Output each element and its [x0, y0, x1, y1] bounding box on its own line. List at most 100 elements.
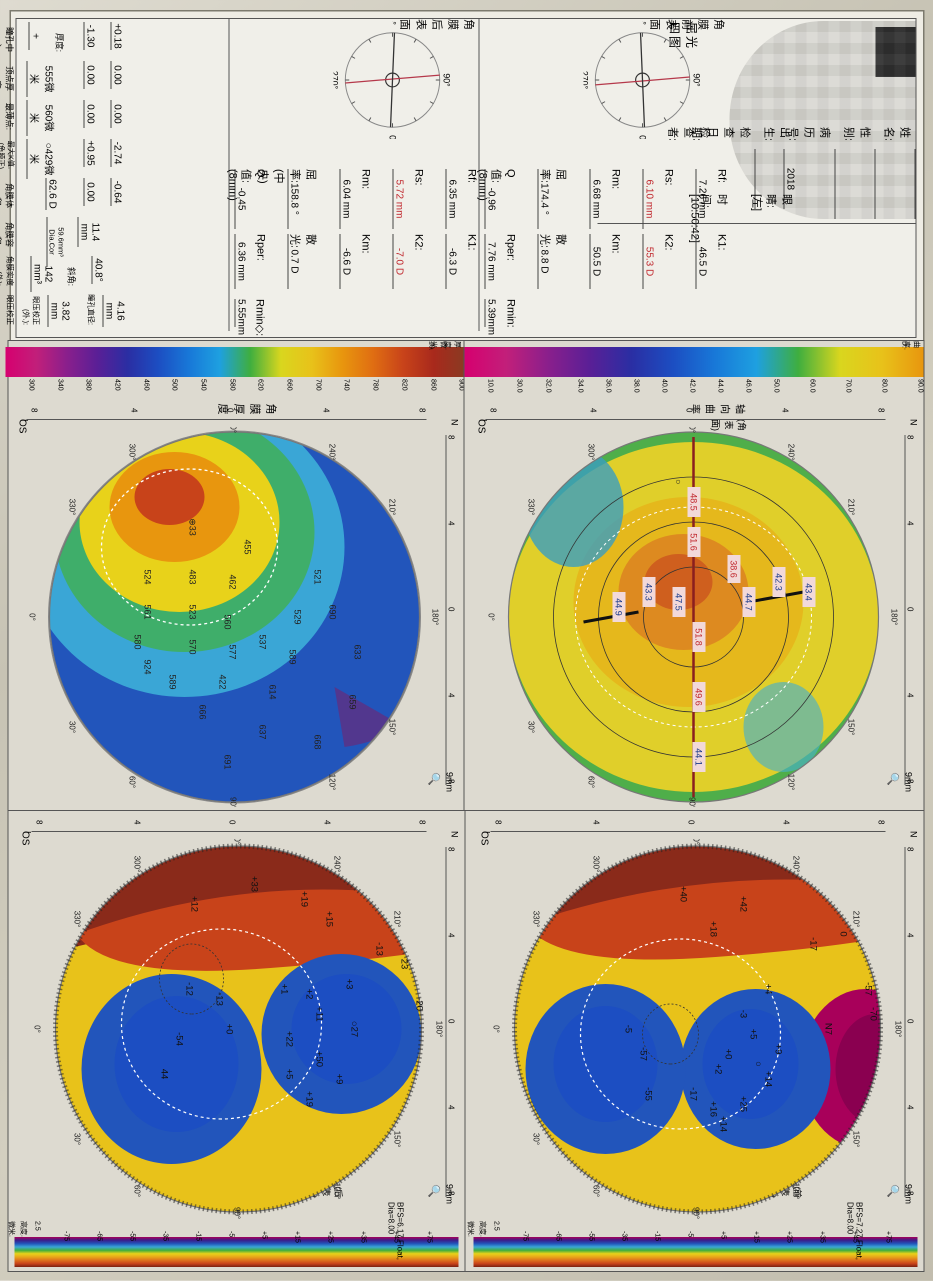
svg-text:+15: +15: [323, 911, 334, 927]
svg-text:+2: +2: [303, 989, 314, 1000]
svg-text:+1: +1: [278, 984, 289, 995]
svg-text:+0: +0: [722, 1049, 733, 1060]
svg-text:+33: +33: [248, 876, 259, 892]
svg-text:668: 668: [312, 734, 322, 749]
svg-text:529: 529: [292, 609, 302, 624]
svg-text:43.4: 43.4: [803, 583, 813, 601]
svg-text:120°: 120°: [786, 774, 795, 791]
svg-text:38.6: 38.6: [728, 560, 738, 578]
svg-text:+18: +18: [707, 921, 718, 937]
svg-text:537: 537: [257, 634, 267, 649]
svg-text:+3: +3: [343, 979, 354, 990]
svg-text:462: 462: [227, 574, 237, 589]
svg-text:0°: 0°: [32, 1025, 41, 1033]
svg-text:270°: 270°: [232, 839, 241, 845]
svg-text:560: 560: [222, 614, 232, 629]
svg-text:60°: 60°: [591, 1185, 600, 1197]
svg-text:666: 666: [197, 704, 207, 719]
svg-text:-57: -57: [637, 1047, 648, 1061]
svg-text:270°: 270°: [228, 427, 237, 433]
svg-text:690: 690: [327, 604, 337, 619]
svg-text:120°: 120°: [791, 1183, 800, 1200]
svg-text:42.3: 42.3: [773, 573, 783, 591]
svg-text:+50: +50: [313, 1051, 324, 1067]
svg-text:580: 580: [132, 634, 142, 649]
svg-text:30°: 30°: [531, 1133, 540, 1145]
svg-text:924: 924: [142, 659, 152, 674]
svg-text:60°: 60°: [132, 1185, 141, 1197]
svg-text:637: 637: [257, 724, 267, 739]
svg-text:524: 524: [142, 569, 152, 584]
svg-text:+9: +9: [333, 1074, 344, 1085]
svg-text:659: 659: [347, 694, 357, 709]
svg-text:210°: 210°: [846, 499, 855, 516]
svg-text:23: 23: [398, 959, 409, 970]
svg-text:270°: 270°: [687, 427, 696, 433]
svg-text:240°: 240°: [791, 856, 800, 873]
svg-text:51.8: 51.8: [693, 628, 703, 646]
svg-text:90°: 90°: [232, 1207, 241, 1219]
svg-text:150°: 150°: [846, 719, 855, 736]
svg-text:0°: 0°: [27, 613, 36, 621]
svg-text:+22: +22: [283, 1031, 294, 1047]
svg-text:120°: 120°: [332, 1183, 341, 1200]
svg-text:44: 44: [158, 1069, 169, 1080]
svg-text:-3: -3: [737, 1010, 748, 1018]
svg-text:-17: -17: [687, 1087, 698, 1101]
svg-text:44.7: 44.7: [743, 593, 753, 611]
svg-text:+4: +4: [762, 984, 773, 995]
svg-text:577: 577: [227, 644, 237, 659]
svg-text:523: 523: [187, 604, 197, 619]
svg-text:0: 0: [837, 931, 848, 936]
svg-text:330°: 330°: [72, 911, 81, 928]
svg-text:60°: 60°: [586, 776, 595, 788]
svg-text:60°: 60°: [127, 776, 136, 788]
svg-text:-20: -20: [413, 997, 424, 1011]
svg-text:+19: +19: [298, 891, 309, 907]
svg-text:240°: 240°: [786, 444, 795, 461]
svg-text:561: 561: [142, 604, 152, 619]
svg-text:○27: ○27: [348, 1021, 359, 1037]
svg-text:-57: -57: [862, 982, 873, 996]
svg-text:+14: +14: [717, 1116, 728, 1132]
svg-text:48.5: 48.5: [688, 493, 698, 511]
svg-text:-5: -5: [622, 1025, 633, 1033]
svg-text:300°: 300°: [591, 856, 600, 873]
svg-text:589: 589: [167, 674, 177, 689]
svg-text:51.6: 51.6: [688, 533, 698, 551]
svg-text:47.5: 47.5: [673, 593, 683, 611]
svg-text:210°: 210°: [851, 911, 860, 928]
svg-text:-17: -17: [807, 937, 818, 951]
svg-text:300°: 300°: [586, 444, 595, 461]
svg-text:300°: 300°: [132, 856, 141, 873]
svg-text:691: 691: [222, 754, 232, 769]
svg-text:+12: +12: [188, 896, 199, 912]
svg-text:240°: 240°: [332, 856, 341, 873]
svg-text:49.6: 49.6: [693, 688, 703, 706]
svg-text:422: 422: [217, 674, 227, 689]
svg-text:-54: -54: [173, 1032, 184, 1046]
svg-text:30°: 30°: [526, 721, 535, 733]
svg-text:44.1: 44.1: [693, 748, 703, 766]
svg-text:-13: -13: [213, 992, 224, 1006]
svg-text:+11: +11: [313, 1006, 324, 1021]
svg-text:633: 633: [352, 644, 362, 659]
svg-text:+14: +14: [762, 1071, 773, 1087]
svg-text:○: ○: [673, 479, 683, 484]
svg-text:180°: 180°: [889, 609, 898, 626]
svg-text:180°: 180°: [430, 609, 439, 626]
svg-text:N7: N7: [822, 1023, 833, 1035]
svg-text:-13: -13: [373, 942, 384, 956]
svg-text:240°: 240°: [327, 444, 336, 461]
svg-text:43.3: 43.3: [643, 583, 653, 601]
svg-text:-55: -55: [642, 1087, 653, 1101]
svg-text:210°: 210°: [387, 499, 396, 516]
svg-text:150°: 150°: [392, 1131, 401, 1148]
svg-text:570: 570: [187, 639, 197, 654]
svg-text:+5: +5: [747, 1029, 758, 1040]
svg-text:+42: +42: [737, 896, 748, 912]
svg-text:300°: 300°: [127, 444, 136, 461]
svg-text:+16: +16: [707, 1101, 718, 1117]
svg-text:330°: 330°: [526, 499, 535, 516]
svg-text:330°: 330°: [67, 499, 76, 516]
